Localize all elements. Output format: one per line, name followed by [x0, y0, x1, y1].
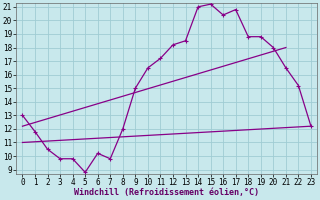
X-axis label: Windchill (Refroidissement éolien,°C): Windchill (Refroidissement éolien,°C) — [74, 188, 259, 197]
